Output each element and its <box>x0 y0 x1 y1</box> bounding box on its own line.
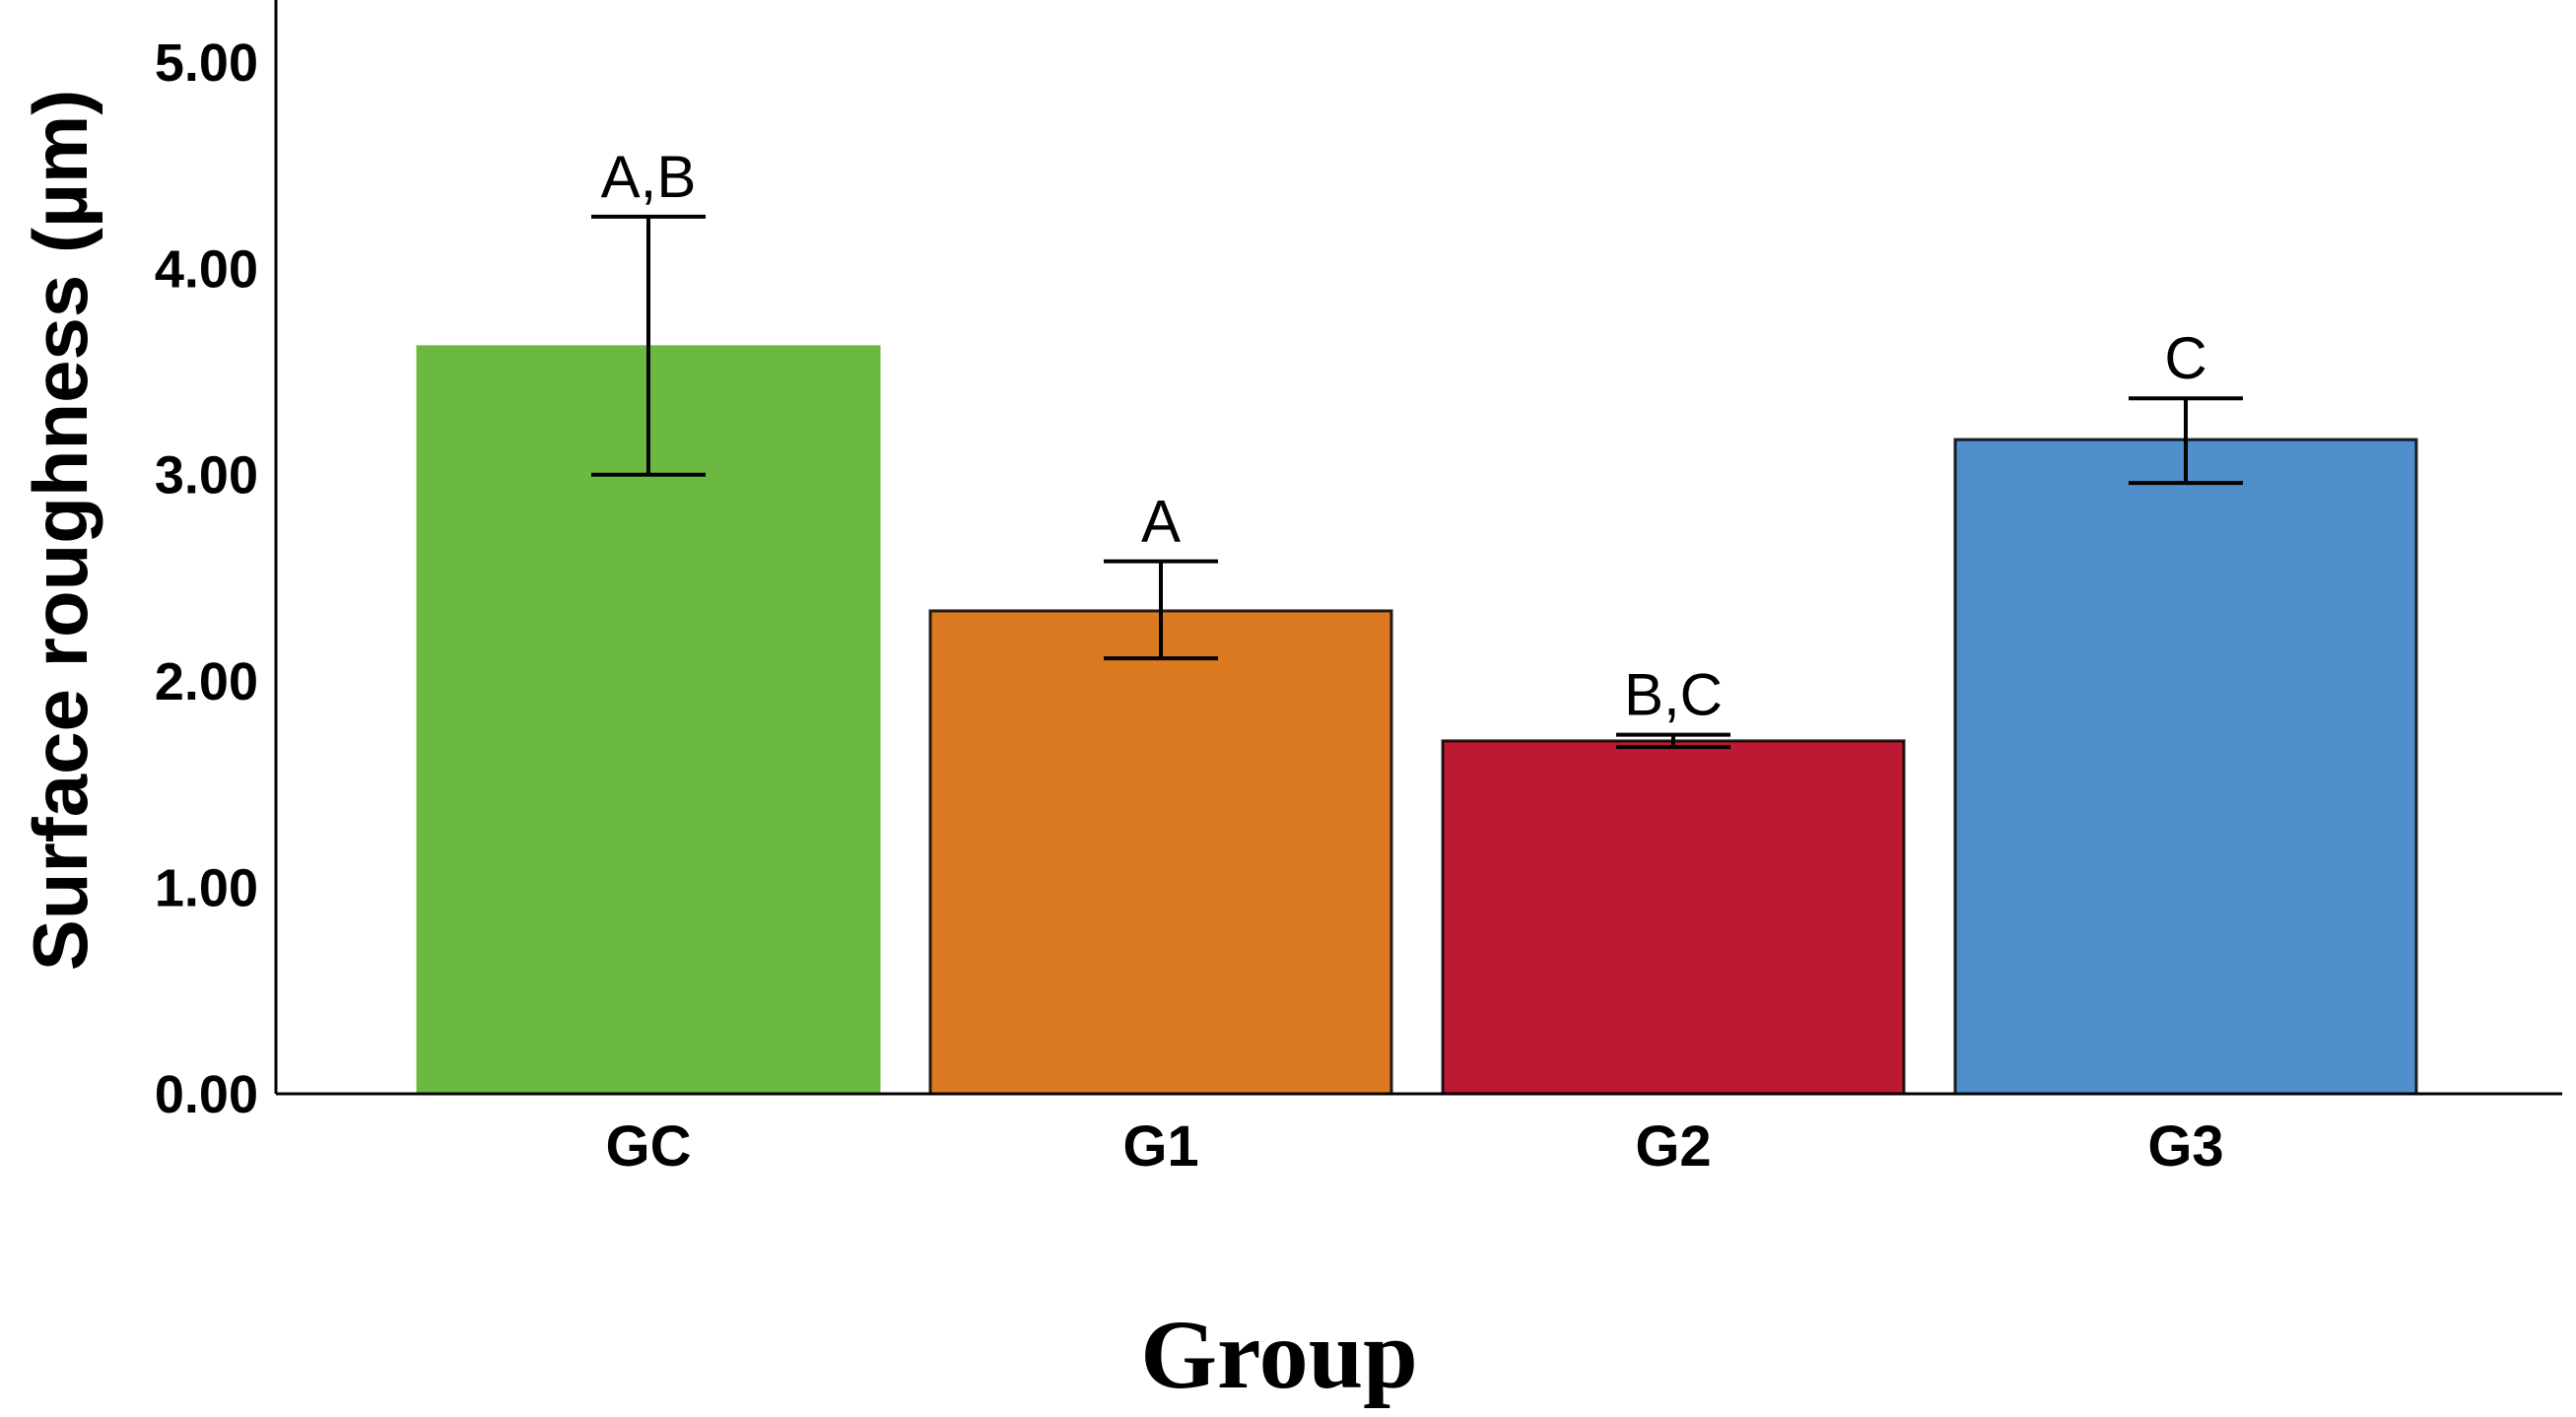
y-tick-label: 5.00 <box>155 34 258 93</box>
x-tick-label: G3 <box>2147 1114 2223 1179</box>
error-bar-g1 <box>1104 559 1218 661</box>
y-axis-ticks: 0.00 1.00 2.00 3.00 4.00 5.00 <box>155 34 258 1124</box>
error-bar-g3 <box>2129 396 2243 486</box>
significance-label: A <box>1141 489 1181 555</box>
error-bar-g2 <box>1616 732 1730 750</box>
y-tick-label: 2.00 <box>155 652 258 711</box>
x-tick-label: G2 <box>1635 1114 1711 1179</box>
x-tick-label: GC <box>606 1114 692 1179</box>
error-bar-gc <box>591 214 706 477</box>
y-axis-title: Surface roughness (µm) <box>17 90 103 971</box>
error-bars <box>591 214 2243 750</box>
x-axis-ticks: GC G1 G2 G3 <box>606 1114 2224 1179</box>
bar-g2 <box>1441 739 1906 1096</box>
significance-label: A,B <box>601 144 697 210</box>
y-tick-label: 4.00 <box>155 239 258 299</box>
y-tick-label: 0.00 <box>155 1065 258 1124</box>
y-tick-label: 3.00 <box>155 446 258 506</box>
x-tick-label: G1 <box>1122 1114 1198 1179</box>
significance-label: C <box>2164 325 2206 391</box>
bars <box>416 345 2418 1096</box>
significance-label: B,C <box>1624 662 1723 728</box>
x-axis-title: Group <box>1140 1300 1418 1409</box>
significance-labels: A,B A B,C C <box>601 144 2207 728</box>
bar-g1 <box>928 609 1393 1096</box>
y-tick-label: 1.00 <box>155 859 258 918</box>
bar-g3 <box>1953 438 2418 1096</box>
